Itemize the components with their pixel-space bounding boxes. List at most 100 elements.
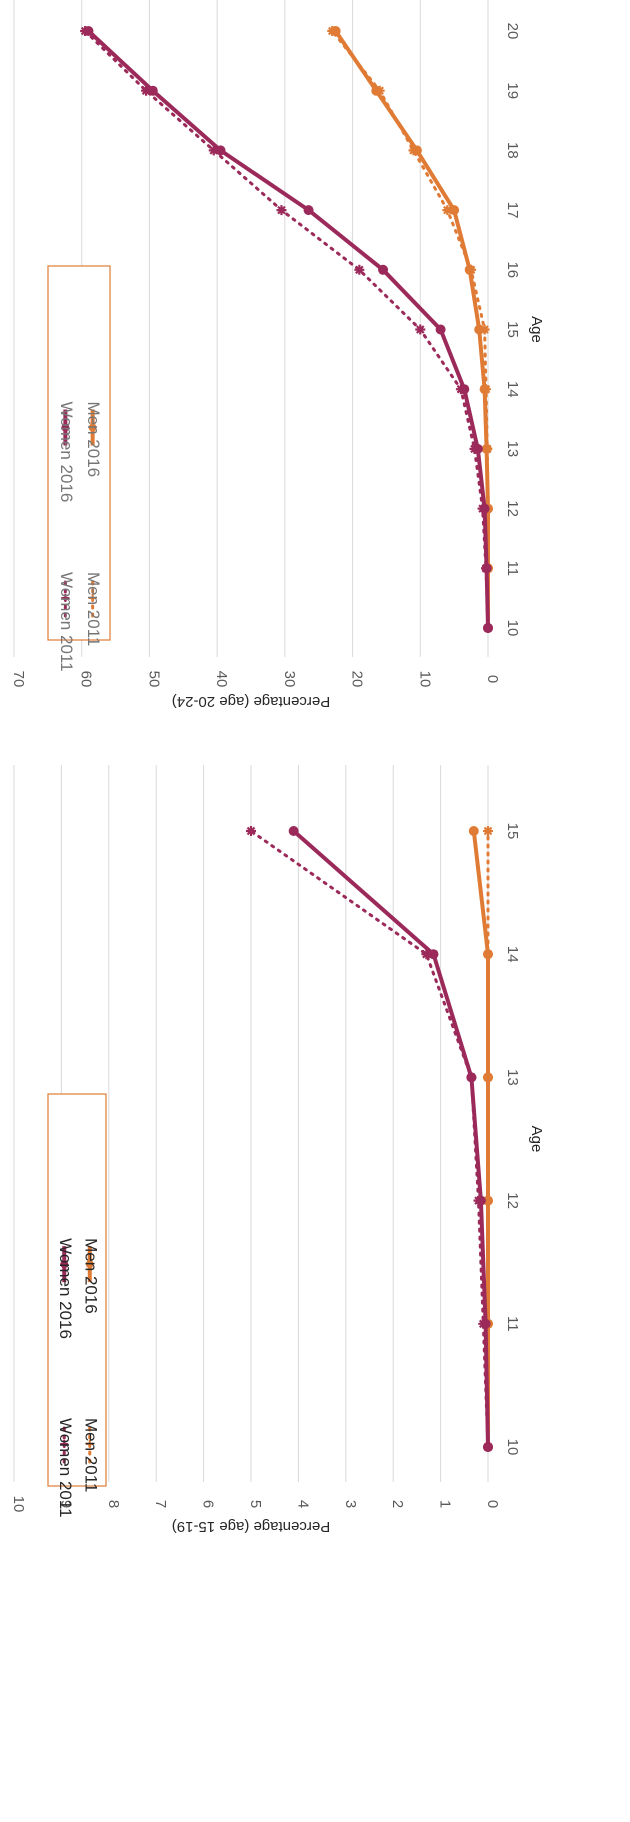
data-point-women-2016 xyxy=(480,1318,491,1329)
legend-marker xyxy=(61,423,70,432)
legend-label-men-2016: Men 2016 xyxy=(84,402,103,478)
data-point-women-2016 xyxy=(428,949,439,960)
data-point-women-2011 xyxy=(415,324,426,335)
series-line-women-2011 xyxy=(83,29,490,630)
y-tick-label: 0 xyxy=(484,675,501,683)
data-point-women-2011 xyxy=(246,826,256,836)
y-tick-label: 3 xyxy=(342,1500,359,1508)
x-tick-label: 13 xyxy=(504,1069,521,1086)
data-point-women-2011 xyxy=(276,205,287,216)
data-point-men-2016 xyxy=(371,85,382,96)
data-point-men-2016 xyxy=(483,1195,493,1206)
y-tick-label: 10 xyxy=(416,671,433,688)
x-tick-label: 12 xyxy=(504,1192,521,1209)
y-tick-label: 1 xyxy=(437,1500,454,1508)
legend-marker xyxy=(60,1260,69,1269)
data-point-men-2016 xyxy=(468,826,479,836)
data-point-men-2016 xyxy=(479,384,490,395)
data-point-men-2011 xyxy=(479,324,490,335)
series-line-women-2016 xyxy=(87,29,490,629)
legend-label-women-2011: Women 2011 xyxy=(56,1418,75,1518)
data-point-men-2016 xyxy=(464,264,475,275)
data-point-women-2016 xyxy=(435,324,446,335)
data-point-women-2016 xyxy=(288,826,299,836)
y-tick-label: 7 xyxy=(152,1500,169,1508)
x-tick-label: 15 xyxy=(504,321,521,338)
data-point-men-2016 xyxy=(483,949,493,960)
x-tick-label: 12 xyxy=(504,500,521,517)
legend-marker xyxy=(61,594,70,602)
legend-marker xyxy=(88,594,97,602)
legend-label-women-2016: Women 2016 xyxy=(57,402,76,503)
legend-box xyxy=(47,265,111,641)
x-tick-label: 19 xyxy=(504,82,521,99)
x-tick-label: 10 xyxy=(504,1439,521,1456)
data-point-men-2011 xyxy=(442,205,453,216)
y-tick-label: 10 xyxy=(10,1496,27,1513)
data-point-women-2011 xyxy=(421,949,432,960)
y-tick-label: 60 xyxy=(78,671,95,688)
series-line-men-2011 xyxy=(330,29,490,630)
data-point-women-2011 xyxy=(208,145,219,156)
data-point-women-2016 xyxy=(215,145,226,156)
x-axis-title: Age xyxy=(528,1126,545,1153)
data-point-men-2016 xyxy=(481,443,492,454)
y-axis-title: Percentage (age 15-19) xyxy=(172,1518,330,1535)
legend-label-men-2011: Men 2011 xyxy=(81,1418,100,1492)
data-point-women-2016 xyxy=(483,1442,493,1452)
legend-box xyxy=(47,1093,107,1487)
series-line-men-2016 xyxy=(333,29,490,628)
y-tick-label: 40 xyxy=(213,671,230,688)
data-point-women-2011 xyxy=(141,85,152,96)
series-line-women-2016 xyxy=(292,829,490,1448)
y-tick-label: 9 xyxy=(57,1500,74,1508)
data-point-women-2016 xyxy=(459,384,470,395)
x-tick-label: 18 xyxy=(504,142,521,159)
x-tick-label: 10 xyxy=(504,620,521,637)
x-tick-label: 14 xyxy=(504,946,521,963)
legend-label-women-2016: Women 2016 xyxy=(56,1238,75,1339)
x-axis-title: Age xyxy=(528,316,545,343)
data-point-men-2016 xyxy=(474,324,485,335)
y-tick-label: 70 xyxy=(10,671,27,688)
data-point-women-2016 xyxy=(378,264,389,275)
x-tick-label: 13 xyxy=(504,441,521,458)
x-tick-label: 15 xyxy=(504,823,521,840)
x-tick-label: 16 xyxy=(504,261,521,278)
y-tick-label: 8 xyxy=(105,1500,122,1508)
legend-marker xyxy=(60,1440,69,1448)
data-point-women-2016 xyxy=(83,26,94,36)
data-point-men-2011 xyxy=(483,826,493,836)
y-tick-label: 50 xyxy=(145,671,162,688)
data-point-women-2016 xyxy=(472,443,483,454)
y-tick-label: 0 xyxy=(484,1500,501,1508)
legend-marker xyxy=(85,1260,94,1269)
x-tick-label: 11 xyxy=(504,561,521,577)
y-tick-label: 4 xyxy=(294,1500,311,1508)
data-point-women-2016 xyxy=(147,85,158,96)
legend-label-women-2011: Women 2011 xyxy=(57,572,76,672)
x-tick-label: 20 xyxy=(504,23,521,40)
y-axis-title: Percentage (age 20-24) xyxy=(172,693,330,710)
data-point-women-2011 xyxy=(354,264,365,275)
y-tick-label: 6 xyxy=(200,1500,217,1508)
legend-label-men-2016: Men 2016 xyxy=(81,1238,100,1314)
data-point-men-2016 xyxy=(411,145,422,156)
data-point-women-2016 xyxy=(483,623,493,633)
data-point-women-2016 xyxy=(475,1195,486,1206)
legend-label-men-2011: Men 2011 xyxy=(84,572,103,646)
legend-marker xyxy=(85,1440,94,1448)
data-point-women-2016 xyxy=(466,1072,477,1083)
x-tick-label: 11 xyxy=(504,1316,521,1332)
data-point-men-2016 xyxy=(330,26,341,36)
data-point-women-2016 xyxy=(303,205,314,216)
y-tick-label: 20 xyxy=(349,671,366,688)
y-tick-label: 5 xyxy=(247,1500,264,1508)
data-point-men-2016 xyxy=(483,1072,493,1083)
y-tick-label: 2 xyxy=(389,1500,406,1508)
legend-marker xyxy=(88,423,97,432)
x-tick-label: 17 xyxy=(504,202,521,219)
data-point-men-2016 xyxy=(449,205,460,216)
